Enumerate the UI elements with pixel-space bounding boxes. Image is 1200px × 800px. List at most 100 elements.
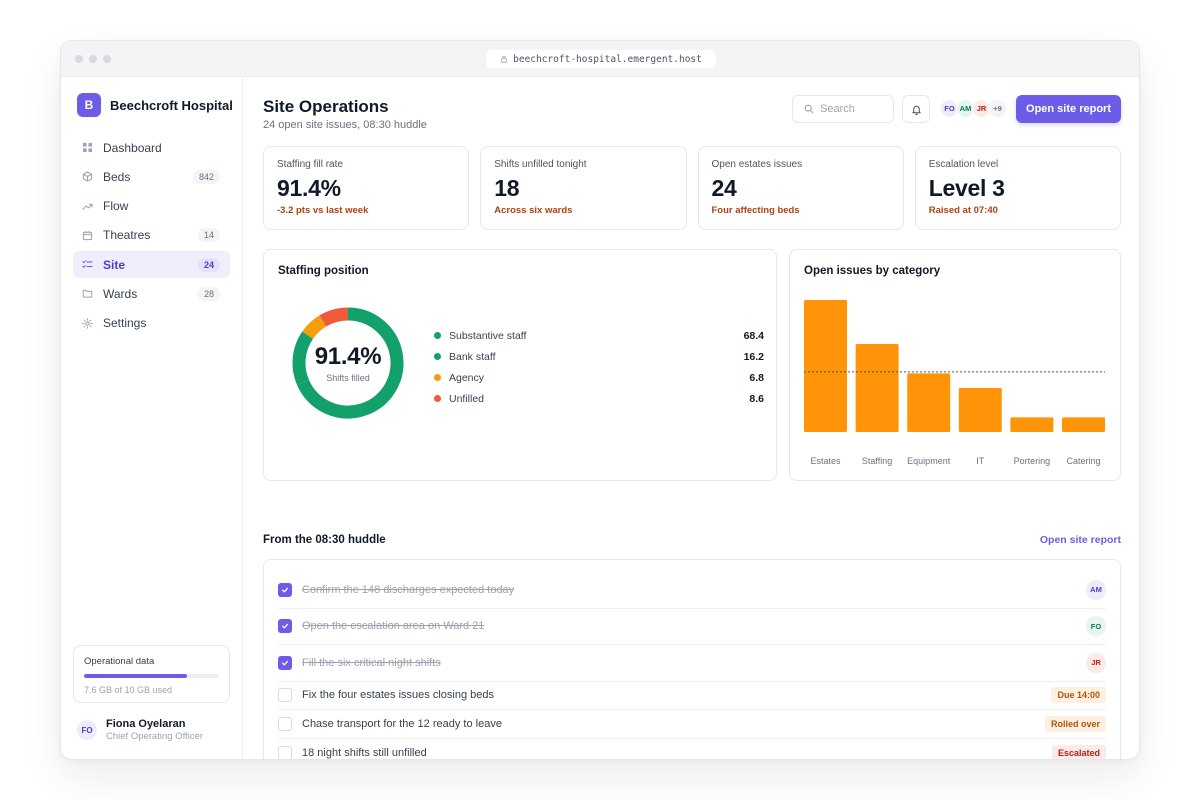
bar-catering[interactable] [1062, 417, 1105, 432]
storage-bar [84, 674, 219, 678]
sidebar-item-count: 14 [197, 228, 220, 243]
team-avatars[interactable]: FO AM JR +9 [940, 99, 1007, 118]
task-status-tag: Escalated [1051, 744, 1106, 759]
page-subtitle: 24 open site issues, 08:30 huddle [263, 119, 427, 131]
search-icon [804, 104, 814, 114]
kpi-label: Escalation level [928, 159, 999, 170]
bar-equipment[interactable] [907, 373, 951, 432]
sidebar-item-wards[interactable]: Wards 28 [73, 280, 230, 307]
task-checkbox[interactable] [278, 716, 292, 731]
sidebar-item-label: Site [103, 257, 126, 272]
task-owner-avatar: AM [1086, 579, 1106, 600]
bar-staffing[interactable] [855, 344, 899, 432]
task-checkbox[interactable] [278, 688, 292, 703]
donut-segment-bank-staff[interactable] [292, 331, 314, 386]
user-profile[interactable]: FO Fiona Oyelaran Chief Operating Office… [77, 718, 203, 742]
sidebar-item-dashboard[interactable]: Dashboard [73, 134, 230, 161]
legend-item: Agency 6.8 [434, 367, 764, 388]
task-row: Open the escalation area on Ward 21 FO [278, 609, 1106, 645]
notifications-button[interactable] [902, 95, 930, 123]
calendar-icon [82, 230, 93, 241]
task-owner-avatar: JR [1086, 652, 1106, 673]
search-placeholder: Search [820, 103, 855, 115]
kpi-row: Staffing fill rate 91.4% -3.2 pts vs last … [263, 146, 1121, 230]
donut-chart [292, 307, 404, 419]
bell-icon [911, 105, 921, 115]
search-input[interactable]: Search [792, 95, 894, 123]
sidebar-item-beds[interactable]: Beds 842 [73, 163, 230, 190]
donut-value: 91.4% [314, 343, 382, 370]
legend-swatch [434, 374, 441, 381]
task-checkbox[interactable] [278, 619, 292, 634]
task-text: Chase transport for the 12 ready to leav… [302, 717, 502, 730]
address-bar[interactable]: beechcroft-hospital.emergent.host [486, 50, 716, 68]
task-status-tag: Rolled over [1044, 715, 1106, 732]
lock-icon [501, 55, 507, 63]
brand[interactable]: B Beechcroft Hospital [77, 93, 233, 117]
browser-window: beechcroft-hospital.emergent.host B Beec… [60, 40, 1140, 760]
bar-estates[interactable] [804, 300, 847, 432]
x-tick-label: Equipment [907, 456, 951, 466]
donut-segment-substantive-staff[interactable] [297, 307, 404, 419]
sidebar-item-theatres[interactable]: Theatres 14 [73, 222, 230, 249]
sidebar-item-label: Dashboard [103, 140, 162, 155]
staffing-title: Staffing position [278, 265, 369, 277]
legend-value: 16.2 [743, 350, 764, 363]
huddle-task-list: Confirm the 148 discharges expected toda… [263, 559, 1121, 759]
legend-swatch [434, 332, 441, 339]
window-minimize-dot[interactable] [89, 55, 97, 63]
legend-value: 6.8 [749, 371, 764, 384]
task-checkbox[interactable] [278, 655, 292, 670]
legend-value: 8.6 [749, 392, 764, 405]
open-site-report-button[interactable]: Open site report [1016, 95, 1121, 123]
donut-center: 91.4% Shifts filled [291, 306, 405, 420]
sidebar-item-count: 24 [197, 257, 220, 272]
sidebar-item-site[interactable]: Site 24 [73, 251, 230, 279]
storage-title: Operational data [84, 656, 155, 667]
bar-portering[interactable] [1010, 417, 1054, 432]
sidebar-item-flow[interactable]: Flow [73, 193, 230, 220]
task-status-tag: Due 14:00 [1051, 687, 1106, 704]
storage-card: Operational data 7.6 GB of 10 GB used [73, 645, 230, 703]
sidebar-item-label: Wards [103, 286, 138, 301]
sidebar-item-settings[interactable]: Settings [73, 310, 230, 337]
box-icon [82, 171, 93, 182]
sidebar-item-label: Flow [103, 199, 129, 214]
x-tick-label: Portering [1014, 456, 1051, 466]
legend-swatch [434, 395, 441, 402]
legend-label: Agency [449, 371, 485, 384]
kpi-card: Shifts unfilled tonight 18 Across six ward… [480, 146, 687, 230]
task-row: 18 night shifts still unfilled Escalated [278, 739, 1106, 759]
user-role: Chief Operating Officer [106, 731, 203, 742]
legend-item: Substantive staff 68.4 [434, 325, 764, 346]
legend-label: Substantive staff [449, 329, 527, 342]
kpi-label: Shifts unfilled tonight [494, 159, 587, 170]
kpi-card: Escalation level Level 3 Raised at 07:40 [914, 146, 1121, 230]
storage-bar-fill [84, 674, 187, 678]
donut-segment-unfilled[interactable] [319, 307, 349, 327]
kpi-card: Open estates issues 24 Four affecting beds [697, 146, 904, 230]
legend-item: Unfilled 8.6 [434, 388, 764, 409]
window-zoom-dot[interactable] [103, 55, 111, 63]
user-name: Fiona Oyelaran [106, 718, 186, 730]
huddle-report-link[interactable]: Open site report [1039, 534, 1121, 546]
grid-icon [82, 142, 93, 153]
donut-segment-agency[interactable] [302, 315, 327, 340]
x-tick-label: IT [976, 456, 985, 466]
task-text: Open the escalation area on Ward 21 [302, 620, 485, 633]
sidebar: B Beechcroft Hospital Dashboard Beds 842 Fl… [61, 77, 243, 759]
task-row: Confirm the 148 discharges expected toda… [278, 572, 1106, 609]
task-checkbox[interactable] [278, 745, 292, 759]
window-close-dot[interactable] [75, 55, 83, 63]
kpi-note: Raised at 07:40 [928, 205, 998, 216]
sidebar-item-label: Settings [103, 316, 147, 331]
issues-bar-chart: Estates Staffing Equipment IT Portering Cater… [804, 300, 1105, 466]
brand-logo: B [77, 93, 101, 117]
legend-item: Bank staff 16.2 [434, 346, 764, 367]
kpi-value: 24 [711, 175, 737, 201]
task-row: Fill the six critical night shifts JR [278, 645, 1106, 682]
sidebar-item-count: 842 [192, 169, 220, 184]
avatar: FO [77, 720, 97, 740]
bar-it[interactable] [958, 388, 1002, 432]
task-checkbox[interactable] [278, 582, 292, 597]
